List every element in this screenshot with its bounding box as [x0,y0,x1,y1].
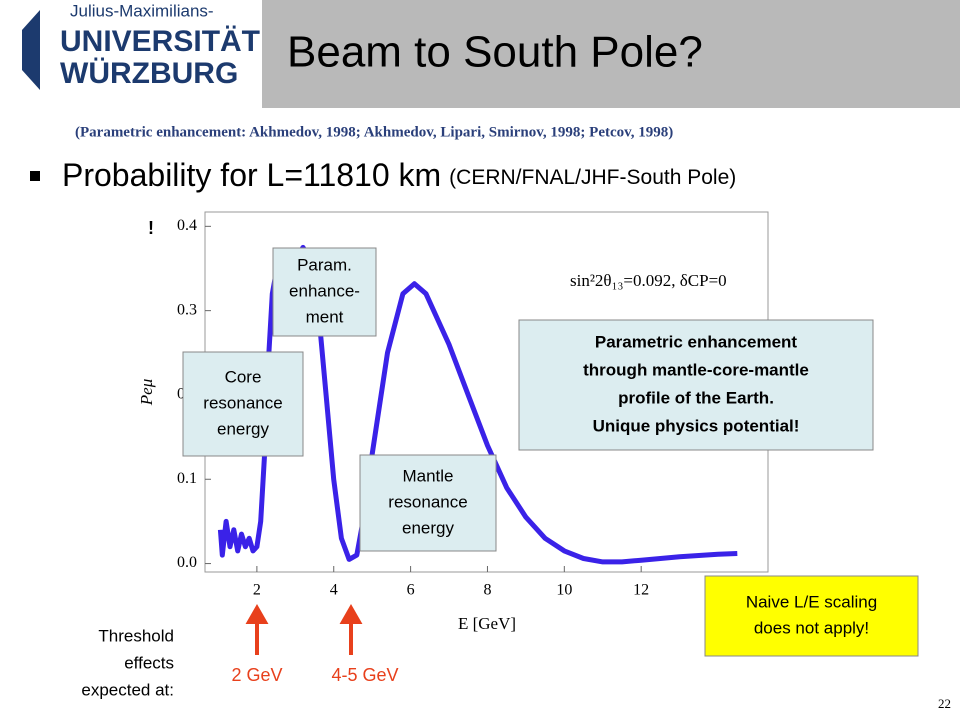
y-tick-label: 0.4 [177,217,197,234]
text-box [518,319,874,451]
bullet-note: (CERN/FNAL/JHF-South Pole) [449,166,736,189]
logo-text: WÜRZBURG [60,57,238,90]
box-text: Parametric enhancement [595,332,798,351]
title: Beam to South Pole? [287,28,703,77]
box-text: enhance- [289,281,360,300]
citation: (Parametric enhancement: Akhmedov, 1998;… [75,124,673,140]
mark: ! [148,218,154,238]
logo-area [0,0,262,108]
overlay: Core resonance energy Param. enhance-ment Man… [81,247,919,699]
data-line [217,244,738,565]
box-text: Unique physics potential! [593,416,800,435]
box-text: energy [217,419,269,438]
page-number: 22 [938,696,951,711]
text-box [359,454,497,552]
bullet-text: Probability for L=11810 km [62,157,441,193]
arrow [245,603,269,655]
box-text: Mantle [402,466,453,485]
arrow [339,603,363,655]
logo-icon [22,10,40,90]
box-text: does not apply! [754,618,869,637]
threshold-marker: 2 GeV [231,665,282,685]
text-box [182,351,304,457]
y-tick-label: 0.0 [177,554,197,571]
x-tick-label: 12 [633,582,649,599]
text-box [272,247,377,337]
logo-text: Julius-Maximilians- [70,1,214,20]
box-text: resonance [203,393,282,412]
text-box [704,575,919,657]
annotation: sin²2θ₁₃=0.092, δCP=0 [570,271,727,290]
x-tick-label: 4 [330,582,338,599]
threshold-text: Threshold [98,626,174,645]
box-text: ment [306,307,344,326]
logo-text: UNIVERSITÄT [60,25,260,58]
threshold-marker: 4-5 GeV [331,665,398,685]
x-axis-label: E [GeV] [458,614,516,633]
box-text: profile of the Earth. [618,388,774,407]
box-text: resonance [388,492,467,511]
box-text: Param. [297,255,352,274]
y-tick-label: 0.1 [177,470,197,487]
box-text: through mantle-core-mantle [583,360,809,379]
x-tick-label: 2 [253,582,261,599]
bullet: Probability for L=11810 km (CERN/FNAL/JHF… [62,157,736,193]
threshold-text: effects [124,653,174,672]
x-tick-label: 6 [407,582,415,599]
y-tick-label: 0.3 [177,301,197,318]
box-text: Naive L/E scaling [746,592,877,611]
bullet-icon [30,171,40,181]
box-text: energy [402,518,454,537]
box-text: Core [225,367,262,386]
x-tick-label: 10 [556,582,572,599]
threshold-text: expected at: [81,680,174,699]
x-tick-label: 8 [483,582,491,599]
y-axis-label: Peμ [137,379,156,406]
